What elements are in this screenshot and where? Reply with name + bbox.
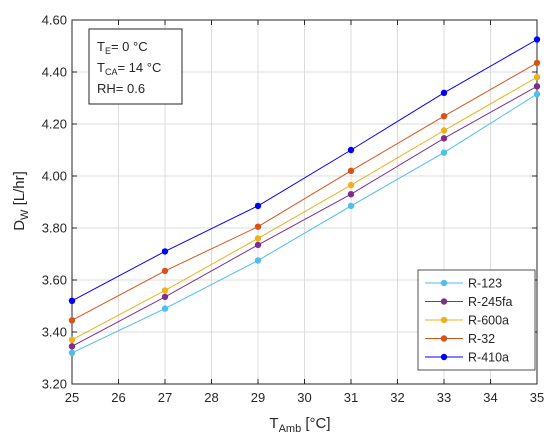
data-point <box>347 146 355 154</box>
data-point <box>161 293 169 301</box>
y-tick-label: 3.40 <box>42 325 67 340</box>
data-point <box>68 317 76 324</box>
y-axis-label: DW [L/hr] <box>11 171 31 231</box>
data-point <box>254 257 262 264</box>
legend-swatch-marker <box>440 316 448 324</box>
legend-item: R-410a <box>425 351 509 365</box>
y-tick-label: 3.80 <box>42 221 67 236</box>
x-tick-label: 35 <box>530 390 544 405</box>
data-point <box>440 149 448 156</box>
legend-label: R-245fa <box>468 295 513 309</box>
data-point <box>533 59 541 67</box>
series-line <box>71 76 538 341</box>
legend-swatch-marker <box>440 279 448 287</box>
legend-label: R-123 <box>468 277 502 291</box>
x-tick-label: 28 <box>204 390 218 405</box>
annotation-line-2: TCA= 14 °C <box>97 60 161 77</box>
legend: R-123 R-245fa R-600a R-32 R-410a <box>417 269 536 371</box>
x-tick-label: 29 <box>251 390 265 405</box>
data-point <box>533 83 541 90</box>
y-tick-label: 4.20 <box>42 117 67 132</box>
data-point <box>254 241 262 249</box>
series-line <box>71 93 538 354</box>
x-tick-label: 25 <box>65 390 79 405</box>
data-point <box>161 305 169 312</box>
series-line <box>71 62 538 321</box>
x-tick-label: 31 <box>344 390 358 405</box>
legend-item: R-600a <box>425 314 509 328</box>
axis-ticks: 25 26 27 28 29 30 31 32 33 34 35 3.20 3.40 3.60 3.80 4.… <box>42 13 545 406</box>
data-point <box>440 113 448 120</box>
data-point <box>347 181 355 189</box>
data-point <box>440 135 448 142</box>
annotation-frame <box>88 28 183 105</box>
data-point <box>347 191 355 198</box>
legend-swatch-marker <box>440 353 448 361</box>
x-tick-label: 26 <box>111 390 125 405</box>
y-tick-label: 3.20 <box>42 377 67 392</box>
series-r-245fa <box>68 83 541 350</box>
legend-label: R-410a <box>468 351 509 365</box>
series-r-32 <box>68 59 541 324</box>
data-point <box>347 167 355 174</box>
data-point <box>533 36 541 43</box>
series-r-123 <box>68 90 541 356</box>
series-r-600a <box>68 74 541 343</box>
y-tick-label: 4.60 <box>42 13 67 28</box>
series-group <box>68 36 541 356</box>
legend-swatch-marker <box>440 335 448 342</box>
data-point <box>533 74 541 81</box>
annotation-line-1: TE= 0 °C <box>97 39 148 56</box>
x-tick-label: 27 <box>158 390 172 405</box>
data-point <box>68 336 76 343</box>
data-point <box>161 248 169 255</box>
legend-swatch-marker <box>440 298 448 305</box>
data-point <box>161 267 169 275</box>
legend-item: R-245fa <box>425 295 513 309</box>
data-point <box>440 89 448 97</box>
y-tick-label: 3.60 <box>42 273 67 288</box>
legend-item: R-123 <box>425 277 502 291</box>
data-point <box>533 90 541 98</box>
data-point <box>347 202 355 210</box>
data-point <box>68 343 76 350</box>
y-tick-label: 4.40 <box>42 65 67 80</box>
legend-label: R-32 <box>468 332 495 346</box>
data-point <box>254 202 262 210</box>
x-tick-label: 30 <box>297 390 311 405</box>
data-point <box>68 349 76 356</box>
x-axis-label: TAmb [°C] <box>269 415 330 435</box>
data-point <box>161 287 169 294</box>
x-tick-label: 32 <box>390 390 404 405</box>
x-tick-label: 34 <box>483 390 497 405</box>
data-point <box>440 127 448 134</box>
series-line <box>71 39 538 302</box>
annotation-line-3: RH= 0.6 <box>97 81 145 96</box>
x-tick-label: 33 <box>437 390 451 405</box>
series-r-410a <box>68 36 541 304</box>
series-line <box>71 85 538 347</box>
y-tick-label: 4.00 <box>42 169 67 184</box>
legend-label: R-600a <box>468 314 509 328</box>
data-point <box>254 223 262 230</box>
legend-item: R-32 <box>425 332 495 346</box>
annotation-box: TE= 0 °C TCA= 14 °C RH= 0.6 <box>88 28 183 105</box>
data-point <box>68 297 76 304</box>
data-point <box>254 235 262 242</box>
